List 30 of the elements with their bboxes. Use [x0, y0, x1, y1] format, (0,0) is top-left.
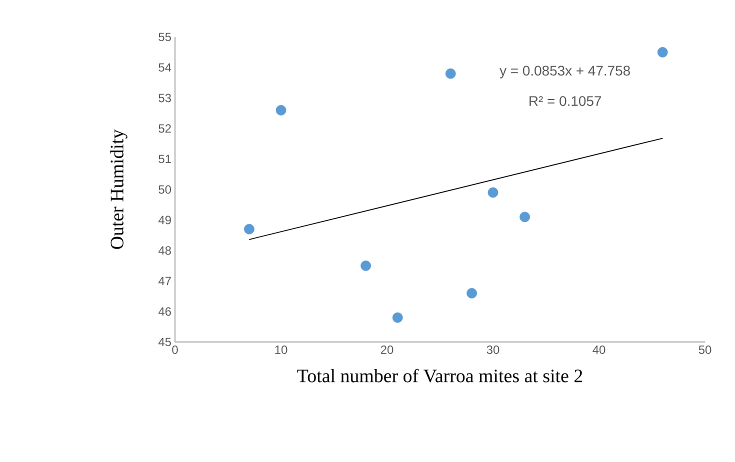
- x-tick-label: 30: [486, 346, 500, 354]
- point: [445, 68, 456, 79]
- annotation: R² = 0.1057: [530, 96, 601, 106]
- y-tick-label: 46: [158, 307, 171, 316]
- point: [488, 187, 498, 198]
- x-tick-label: 20: [380, 346, 394, 354]
- point: [520, 212, 530, 222]
- y-tick-label: 47: [158, 276, 171, 286]
- point: [657, 47, 668, 58]
- point: [360, 260, 371, 271]
- y-tick-label: 48: [158, 246, 171, 255]
- x-axis-title: Total number of Varroa mites at site 2: [297, 368, 582, 382]
- y-tick-label: 52: [158, 124, 171, 133]
- x-tick-label: 40: [592, 346, 606, 354]
- point: [276, 104, 286, 116]
- y-tick-label: 51: [158, 154, 171, 164]
- y-tick-label: 53: [158, 94, 171, 102]
- annotation: y = 0.0853x + 47.758: [500, 66, 630, 78]
- y-tick-label: 54: [158, 63, 172, 72]
- y-tick-label: 50: [158, 185, 172, 194]
- x-tick-label: 50: [698, 346, 712, 354]
- point: [244, 224, 254, 234]
- y-tick-label: 49: [158, 216, 171, 224]
- point: [392, 312, 403, 323]
- y-tick-label: 55: [158, 32, 171, 42]
- point: [466, 288, 477, 298]
- x-tick-label: 0: [172, 346, 178, 354]
- y-tick-label: 45: [158, 338, 171, 346]
- y-axis-title: Outer Humidity: [110, 129, 128, 249]
- x-tick-label: 10: [275, 346, 288, 354]
